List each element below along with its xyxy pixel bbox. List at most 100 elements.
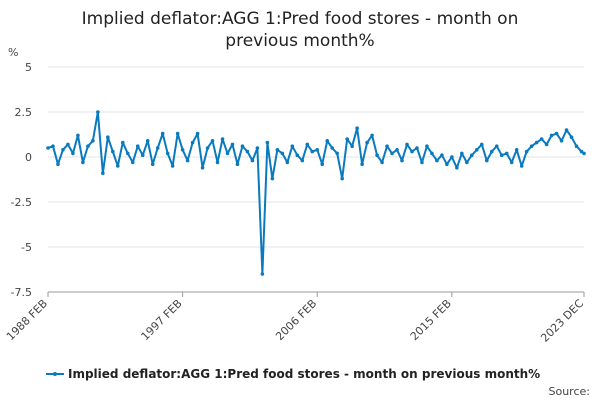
x-tick-label: 2015 FEB xyxy=(408,297,454,343)
data-point xyxy=(200,166,205,170)
series-line xyxy=(47,111,585,275)
data-point xyxy=(91,139,95,143)
data-point xyxy=(539,137,544,141)
data-point xyxy=(475,148,479,152)
data-point xyxy=(554,131,559,136)
data-point xyxy=(66,142,70,147)
legend: Implied deflator:AGG 1:Pred food stores … xyxy=(46,367,540,381)
data-point xyxy=(519,164,524,168)
x-tick-label: 1988 FEB xyxy=(4,297,50,343)
data-point xyxy=(225,151,230,156)
data-point xyxy=(355,126,359,130)
data-point xyxy=(106,135,110,139)
data-point xyxy=(215,160,220,165)
data-point xyxy=(549,133,554,138)
data-point xyxy=(470,153,474,157)
data-point xyxy=(170,164,175,168)
data-point xyxy=(410,149,414,154)
data-point xyxy=(205,146,210,150)
data-point xyxy=(185,158,190,163)
data-point xyxy=(165,151,170,156)
data-point xyxy=(160,131,165,136)
legend-point-marker xyxy=(53,372,57,376)
data-point xyxy=(460,151,464,156)
data-point xyxy=(579,149,584,154)
y-tick-label: -2.5 xyxy=(11,196,32,209)
data-point xyxy=(111,149,115,154)
data-point xyxy=(71,151,75,156)
data-point xyxy=(155,146,160,150)
data-point xyxy=(56,162,60,166)
data-point xyxy=(360,162,364,166)
data-point xyxy=(76,133,80,138)
data-point xyxy=(415,146,419,150)
source-label: Source: xyxy=(549,385,591,398)
x-tick-label: 2023 DEC xyxy=(538,297,586,345)
data-point xyxy=(300,158,305,163)
chart-title-line-2: previous month% xyxy=(225,31,374,51)
data-point xyxy=(489,149,494,154)
data-point xyxy=(210,139,215,143)
x-axis-ticks: 1988 FEB 1997 FEB 2006 FEB 2015 FEB 2023 DEC xyxy=(4,292,586,345)
data-point xyxy=(61,148,65,152)
data-point xyxy=(574,144,579,148)
data-point xyxy=(509,160,514,165)
data-point xyxy=(220,137,225,141)
data-point xyxy=(582,151,586,156)
data-point xyxy=(250,158,255,163)
data-point xyxy=(96,110,100,114)
data-point xyxy=(390,151,394,156)
data-point xyxy=(544,142,549,147)
y-tick-label: -5 xyxy=(21,241,32,254)
series-group xyxy=(46,110,586,276)
data-point xyxy=(175,131,180,136)
data-point xyxy=(195,131,200,136)
data-point xyxy=(285,160,290,165)
legend-label: Implied deflator:AGG 1:Pred food stores … xyxy=(68,367,540,381)
gridlines xyxy=(48,66,584,293)
data-point xyxy=(335,151,339,156)
data-point xyxy=(395,148,399,152)
data-point xyxy=(420,160,424,165)
data-point xyxy=(499,153,504,157)
data-point xyxy=(559,139,564,143)
data-point xyxy=(180,148,185,152)
chart-title-line-1: Implied deflator:AGG 1:Pred food stores … xyxy=(82,9,519,29)
data-point xyxy=(310,149,315,154)
y-axis-unit: % xyxy=(8,46,18,59)
data-point xyxy=(524,149,529,154)
data-point xyxy=(135,144,140,148)
data-point xyxy=(190,140,195,145)
y-tick-label: -7.5 xyxy=(11,286,32,299)
data-point xyxy=(340,176,344,181)
data-point xyxy=(529,144,534,148)
data-point xyxy=(430,151,434,156)
data-point xyxy=(240,144,245,148)
data-point xyxy=(290,144,295,148)
data-point xyxy=(435,158,439,163)
data-point xyxy=(295,153,300,157)
data-point xyxy=(320,162,325,166)
data-point xyxy=(330,146,335,150)
data-point xyxy=(101,171,105,175)
data-point xyxy=(315,148,320,152)
data-point xyxy=(504,151,509,156)
data-point xyxy=(370,133,374,138)
data-point xyxy=(365,140,369,145)
x-tick-label: 2006 FEB xyxy=(273,297,319,343)
y-tick-label: 2.5 xyxy=(15,106,33,119)
data-point xyxy=(479,142,484,147)
data-point xyxy=(569,135,574,139)
data-point xyxy=(275,148,280,152)
data-point xyxy=(405,142,409,147)
data-point xyxy=(145,139,150,143)
data-point xyxy=(235,162,240,166)
x-tick-label: 1997 FEB xyxy=(139,297,185,343)
data-point xyxy=(270,176,275,181)
data-point xyxy=(51,144,55,148)
data-point xyxy=(325,139,330,143)
y-tick-label: 5 xyxy=(25,61,32,74)
data-point xyxy=(440,153,444,157)
data-point xyxy=(380,160,384,165)
data-point xyxy=(230,142,235,147)
